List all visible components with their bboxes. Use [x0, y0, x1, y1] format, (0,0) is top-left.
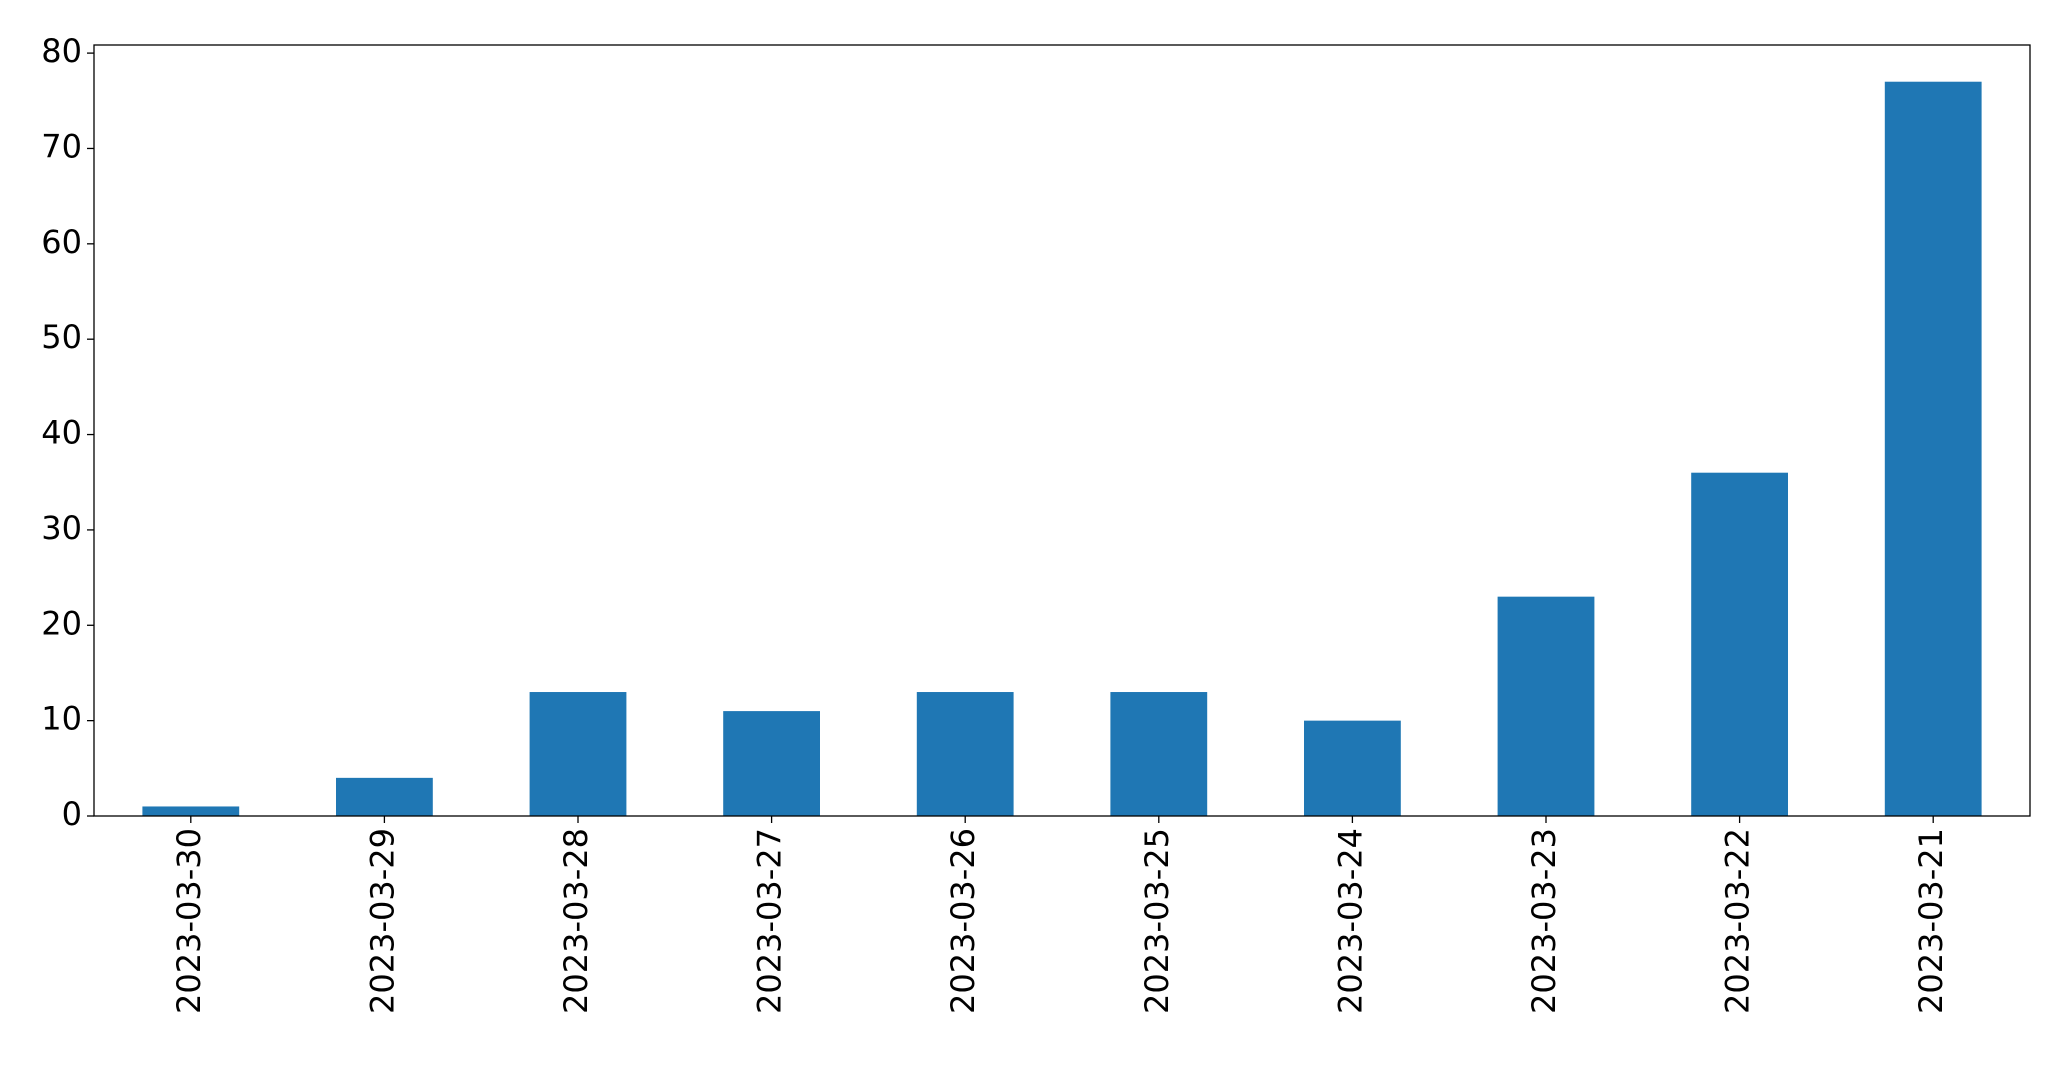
x-tick-label: 2023-03-27 [751, 828, 789, 1014]
plot-frame [93, 44, 2031, 817]
x-tick-label: 2023-03-29 [363, 828, 401, 1014]
bar [529, 692, 627, 816]
x-tick-label: 2023-03-22 [1719, 828, 1757, 1014]
x-tick-label: 2023-03-24 [1331, 828, 1369, 1014]
y-tick-label: 0 [62, 795, 82, 833]
bar [723, 711, 820, 816]
bar [142, 806, 240, 816]
x-tick-label: 2023-03-28 [557, 828, 595, 1014]
y-tick-label: 10 [41, 700, 82, 738]
x-tick-label: 2023-03-23 [1525, 828, 1563, 1014]
x-tick-label: 2023-03-21 [1912, 828, 1950, 1014]
bar [1304, 720, 1401, 816]
y-tick-label: 20 [41, 604, 82, 642]
bar [1497, 596, 1595, 816]
y-tick-label: 60 [41, 223, 82, 261]
y-tick-label: 70 [41, 127, 82, 165]
bar [916, 692, 1014, 816]
y-tick-label: 30 [41, 509, 82, 547]
y-tick-label: 50 [41, 318, 82, 356]
x-tick-label: 2023-03-30 [170, 828, 208, 1014]
x-tick-label: 2023-03-25 [1138, 828, 1176, 1014]
y-tick-label: 80 [41, 32, 82, 70]
y-tick-label: 40 [41, 414, 82, 452]
bar [1884, 81, 1982, 816]
x-tick-label: 2023-03-26 [944, 828, 982, 1014]
bar [1110, 692, 1208, 816]
bar [336, 777, 433, 816]
bar [1691, 472, 1788, 816]
